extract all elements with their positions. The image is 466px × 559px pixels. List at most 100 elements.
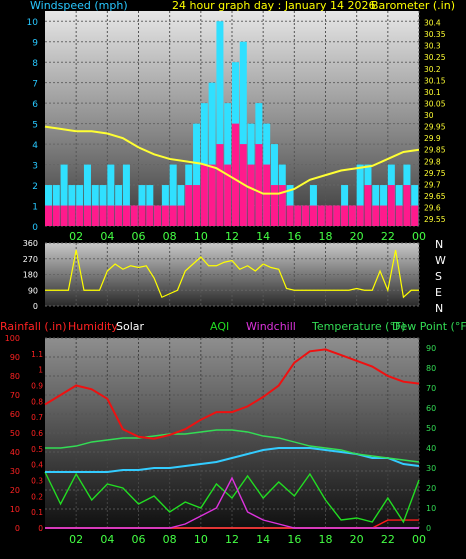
temp-y-tick-label: 70: [426, 384, 436, 393]
gust-bar: [193, 123, 201, 226]
rain-y-tick-label: 0.7: [31, 413, 43, 422]
legend-dewpoint: Dew Point (°F): [392, 320, 466, 333]
temp-x-tick-label: 14: [256, 533, 270, 546]
wind-x-tick-label: 00: [412, 230, 426, 243]
wind-avg-bar: [122, 205, 130, 226]
humidity-y-tick-label: 30: [10, 467, 20, 476]
direction-series: [45, 249, 419, 299]
rain-y-tick-label: 0.1: [31, 508, 43, 517]
barometer-y-tick-label: 30.1: [424, 88, 441, 97]
wind-avg-bar: [263, 164, 271, 226]
rain-y-tick-label: 1.1: [31, 350, 43, 359]
barometer-y-tick-label: 29.65: [424, 192, 446, 201]
temperature-series: [44, 348, 420, 529]
barometer-y-tick-label: 30.35: [424, 30, 446, 39]
humidity-y-tick-label: 40: [10, 448, 20, 457]
temp-x-tick-label: 10: [194, 533, 208, 546]
legend-row: Rainfall (.in) Humidity Solar AQI Windch…: [0, 320, 466, 333]
temp-y-tick-label: 40: [426, 444, 436, 453]
gust-bar: [356, 164, 364, 226]
gust-bar: [169, 164, 177, 226]
wind-x-tick-label: 12: [225, 230, 239, 243]
temp-x-tick-label: 04: [100, 533, 114, 546]
gust-bar: [239, 41, 247, 226]
temp-x-tick-label: 18: [319, 533, 333, 546]
wind-avg-bar: [200, 164, 208, 226]
gust-bar: [208, 82, 216, 227]
wind-avg-bar: [216, 144, 224, 226]
temperature-line: [45, 429, 420, 463]
wind-x-tick-label: 14: [256, 230, 270, 243]
direction-line: [45, 249, 419, 299]
gust-bar: [216, 21, 224, 226]
wind-avg-bar: [52, 205, 60, 226]
temp-y-tick-label: 0: [426, 524, 431, 533]
barometer-y-tick-label: 30.2: [424, 65, 441, 74]
gust-bar: [107, 164, 115, 226]
direction-panel-grid: [45, 242, 420, 307]
wind-y-tick-label: 0: [32, 223, 38, 233]
temp-x-tick-label: 02: [69, 533, 83, 546]
direction-y-tick-label: 90: [28, 286, 38, 295]
rain-y-tick-label: 0.2: [31, 492, 43, 501]
temp-y-tick-label: 90: [426, 344, 436, 353]
humidity-y-tick-label: 60: [10, 410, 20, 419]
wind-avg-bar: [356, 205, 364, 226]
wind-avg-bar: [364, 185, 372, 226]
compass-label: S: [435, 270, 442, 283]
wind-avg-bar: [317, 205, 325, 226]
temp-x-tick-label: 08: [163, 533, 177, 546]
humidity-y-tick-label: 0: [15, 524, 20, 533]
wind-y-tick-label: 10: [27, 18, 39, 28]
barometer-y-tick-label: 30.4: [424, 19, 441, 28]
barometer-y-tick-label: 29.7: [424, 180, 441, 189]
wind-avg-bar: [348, 205, 356, 226]
temp-y-tick-label: 30: [426, 464, 436, 473]
wind-avg-bar: [224, 164, 232, 226]
barometer-y-tick-label: 30: [424, 111, 434, 120]
wind-y-tick-label: 3: [32, 162, 38, 172]
barometer-y-tick-label: 29.8: [424, 157, 441, 166]
wind-avg-bar: [341, 205, 349, 226]
humidity-y-tick-label: 20: [10, 486, 20, 495]
temp-x-tick-label: 12: [225, 533, 239, 546]
direction-y-tick-label: 180: [23, 271, 38, 280]
wind-y-tick-label: 5: [32, 121, 38, 131]
wind-avg-bar: [309, 205, 317, 226]
wind-avg-bar: [83, 205, 91, 226]
windchill-line: [45, 476, 419, 529]
barometer-y-tick-label: 29.75: [424, 169, 446, 178]
wind-avg-bar: [185, 185, 193, 226]
temp-y-tick-label: 50: [426, 424, 436, 433]
wind-avg-bar: [193, 185, 201, 226]
wind-avg-bar: [286, 205, 294, 226]
wind-y-tick-label: 9: [32, 39, 38, 49]
temp-y-tick-label: 80: [426, 364, 436, 373]
temp-x-tick-label: 22: [381, 533, 395, 546]
legend-aqi: AQI: [210, 320, 229, 333]
wind-avg-bar: [333, 205, 341, 226]
wind-avg-bar: [76, 205, 84, 226]
rain-y-tick-label: 0.4: [31, 461, 43, 470]
rain-y-tick-label: 1: [38, 366, 43, 375]
aqi-line: [44, 471, 420, 524]
temp-x-tick-label: 20: [350, 533, 364, 546]
compass-label: W: [435, 254, 446, 267]
humidity-y-tick-label: 50: [10, 429, 20, 438]
windspeed-label: Windspeed (mph): [30, 0, 128, 12]
wind-x-tick-label: 08: [163, 230, 177, 243]
wind-avg-bar: [208, 164, 216, 226]
wind-avg-bar: [270, 185, 278, 226]
rain-y-tick-label: 0: [38, 524, 43, 533]
humidity-y-tick-label: 10: [10, 505, 20, 514]
gust-bar: [83, 164, 91, 226]
wind-avg-bar: [146, 205, 154, 226]
wind-avg-bar: [177, 205, 185, 226]
humidity-y-tick-label: 70: [10, 391, 20, 400]
gust-bar: [122, 164, 130, 226]
barometer-y-tick-label: 29.55: [424, 215, 446, 224]
direction-y-tick-label: 270: [23, 255, 38, 264]
barometer-y-tick-label: 30.3: [424, 42, 441, 51]
